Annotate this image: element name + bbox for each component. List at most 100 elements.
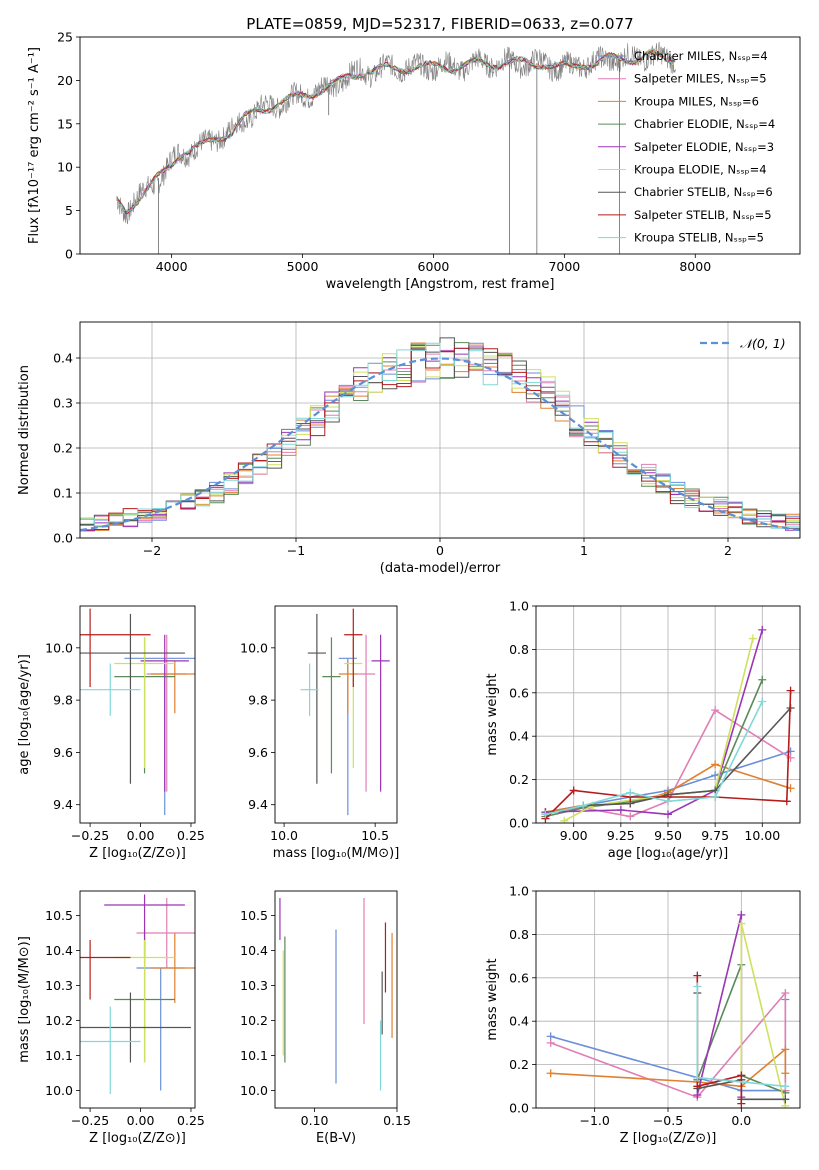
legend-label: Kroupa ELODIE, Nₛₛₚ=4 xyxy=(634,163,767,177)
x-tick-label: 2 xyxy=(724,543,732,558)
weight-marker xyxy=(693,971,702,980)
weight-marker xyxy=(560,816,569,823)
panel-weight-vs-Z: −1.0 −0.5 0.0 0.0 0.2 0.4 0.6 0.8 1.0 Z [log₁₀(Z/… xyxy=(485,884,801,1146)
weight-marker xyxy=(546,1069,555,1078)
model-spectrum-8 xyxy=(116,48,676,212)
model-spectrum-5 xyxy=(116,49,676,212)
y-axis-label: Flux [fλ10⁻¹⁷ erg cm⁻² s⁻¹ A⁻¹] xyxy=(27,47,42,244)
weight-marker xyxy=(758,625,767,634)
y-tick-label: 10.0 xyxy=(45,1083,73,1098)
weight-marker xyxy=(616,805,625,814)
panel-age-vs-Z: −0.25 0.00 0.25 9.4 9.6 9.8 10.0 Z [log₁₀(Z/Z⊙)… xyxy=(17,605,205,861)
legend-label: Salpeter ELODIE, Nₛₛₚ=3 xyxy=(634,140,774,154)
y-tick-label: 10.1 xyxy=(240,1048,268,1063)
weight-marker xyxy=(711,760,720,769)
panel-mass-vs-EBV: 0.10 0.15 10.0 10.1 10.2 10.3 10.4 10.5 E(B-V) xyxy=(240,890,411,1146)
y-axis-label: mass weight xyxy=(485,958,500,1040)
y-tick-label: 9.8 xyxy=(248,693,268,708)
weight-marker xyxy=(569,786,578,795)
legend-label: Kroupa STELIB, Nₛₛₚ=5 xyxy=(634,231,764,245)
x-tick-label: 0.25 xyxy=(177,1113,205,1128)
y-tick-label: 0.0 xyxy=(509,1101,529,1116)
axes-frame xyxy=(535,890,801,1109)
y-tick-label: 9.4 xyxy=(248,797,268,812)
legend-label: Kroupa MILES, Nₛₛₚ=6 xyxy=(634,94,759,108)
plot-area xyxy=(300,608,390,816)
x-tick-label: 4000 xyxy=(156,259,188,274)
weight-line-4 xyxy=(545,629,764,816)
y-tick-label: 10.5 xyxy=(240,908,268,923)
y-tick-label: 10.3 xyxy=(45,978,73,993)
y-tick-label: 25 xyxy=(57,30,73,45)
x-axis-label: E(B-V) xyxy=(316,1131,356,1146)
panel-spectrum: 4000 5000 6000 7000 8000 0 5 10 15 20 25 wavelength… xyxy=(27,30,801,292)
x-tick-label: 0 xyxy=(436,543,444,558)
y-tick-label: 0.2 xyxy=(509,772,529,787)
x-tick-label: 7000 xyxy=(548,259,580,274)
weight-marker xyxy=(711,792,720,801)
y-axis-label: mass weight xyxy=(485,673,500,755)
x-tick-label: 9.25 xyxy=(607,828,635,843)
axes-frame xyxy=(274,890,398,1109)
y-tick-label: 10.5 xyxy=(45,908,73,923)
y-tick-label: 0 xyxy=(65,247,73,262)
weight-marker xyxy=(546,1038,555,1047)
weight-marker xyxy=(737,1071,746,1080)
y-tick-label: 10.4 xyxy=(240,943,268,958)
weight-marker xyxy=(748,634,757,643)
y-tick-label: 0.2 xyxy=(509,1057,529,1072)
axes-frame xyxy=(274,605,398,824)
y-tick-label: 0.0 xyxy=(509,816,529,831)
y-tick-label: 0.6 xyxy=(509,970,529,985)
weight-marker xyxy=(737,919,746,928)
plot-area xyxy=(279,898,393,1091)
y-tick-label: 20 xyxy=(57,73,73,88)
gaussian-curve xyxy=(80,357,800,532)
plot-area xyxy=(80,608,195,816)
y-tick-label: 10.3 xyxy=(240,978,268,993)
y-axis-label: Normed distribution xyxy=(17,365,32,495)
x-axis-label: (data-model)/error xyxy=(380,561,501,576)
histogram-8 xyxy=(80,342,800,538)
plot-area xyxy=(546,910,790,1108)
weight-marker xyxy=(664,797,672,806)
y-tick-label: 10.2 xyxy=(45,1013,73,1028)
y-tick-label: 0.6 xyxy=(509,685,529,700)
weight-marker xyxy=(579,801,588,810)
y-tick-label: 0.3 xyxy=(53,396,73,411)
plot-area xyxy=(80,894,195,1094)
weight-marker xyxy=(781,1082,790,1091)
weight-marker xyxy=(781,1095,790,1104)
weight-line-4 xyxy=(696,914,743,1098)
weight-marker xyxy=(626,788,635,797)
x-tick-label: 10.00 xyxy=(744,828,780,843)
x-axis-label: mass [log₁₀(M/M⊙)] xyxy=(273,846,400,861)
axes-frame xyxy=(535,605,801,824)
y-tick-label: 0.0 xyxy=(53,531,73,546)
plot-area xyxy=(116,41,676,254)
figure-title: PLATE=0859, MJD=52317, FIBERID=0633, z=0… xyxy=(246,15,633,33)
y-tick-label: 0.4 xyxy=(509,729,529,744)
x-tick-label: 0.0 xyxy=(731,1113,751,1128)
x-axis-label: age [log₁₀(age/yr)] xyxy=(608,846,729,861)
y-tick-label: 9.4 xyxy=(53,797,73,812)
x-tick-label: 0.00 xyxy=(127,828,155,843)
model-spectrum-4 xyxy=(116,51,676,216)
y-tick-label: 10.4 xyxy=(45,943,73,958)
plot-area xyxy=(541,625,795,823)
y-axis-label: age [log₁₀(age/yr)] xyxy=(17,654,32,775)
weight-line-8 xyxy=(545,701,764,816)
weight-marker xyxy=(711,771,720,780)
y-tick-label: 0.2 xyxy=(53,441,73,456)
panel-mass-vs-Z: −0.25 0.00 0.25 10.0 10.1 10.2 10.3 10.4 10.5 Z [… xyxy=(17,890,205,1146)
legend-label: 𝒩(0, 1) xyxy=(740,336,786,351)
weight-marker xyxy=(758,697,767,706)
weight-marker xyxy=(693,1073,702,1082)
y-tick-label: 10.1 xyxy=(45,1048,73,1063)
legend: Chabrier MILES, Nₛₛₚ=4 Salpeter MILES, Nₛ… xyxy=(598,49,775,245)
axes-frame xyxy=(79,321,801,539)
y-tick-label: 0.1 xyxy=(53,486,73,501)
legend-label: Chabrier ELODIE, Nₛₛₚ=4 xyxy=(634,117,775,131)
y-tick-label: 0.8 xyxy=(509,642,529,657)
